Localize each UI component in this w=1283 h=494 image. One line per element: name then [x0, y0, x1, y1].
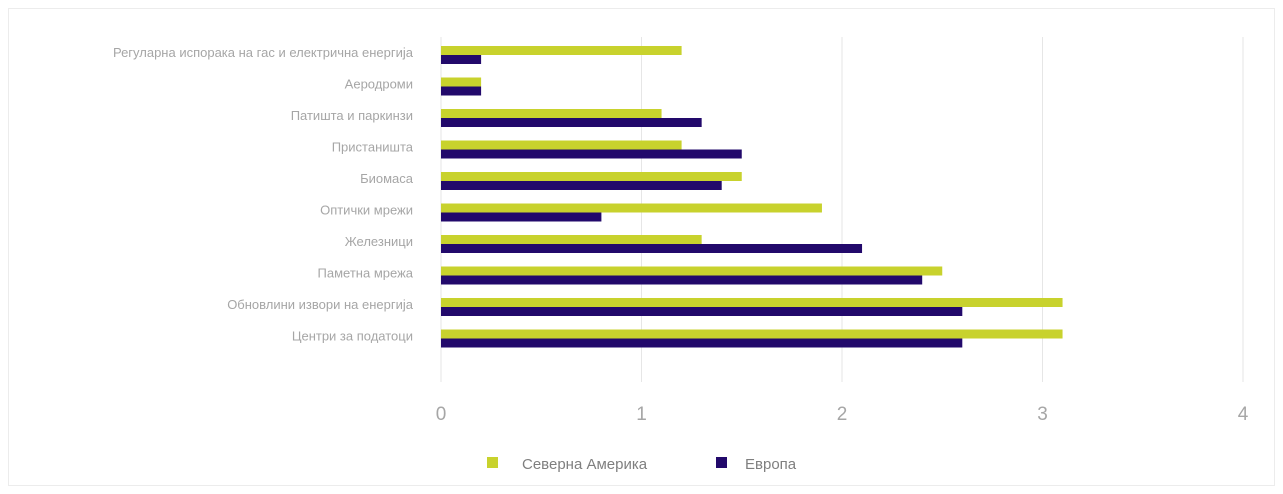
bar-europe-1 [441, 307, 963, 316]
legend-label-europe: Европа [745, 456, 797, 473]
bar-north-america-6 [441, 140, 682, 150]
bars [441, 46, 1063, 348]
category-label: Паметна мрежа [318, 266, 414, 281]
bar-north-america-1 [441, 298, 1063, 307]
bar-europe-8 [441, 86, 482, 96]
gridlines [440, 37, 1244, 382]
chart-frame [8, 8, 1275, 486]
legend-label-north-america: Северна Америка [522, 456, 648, 473]
bar-europe-9 [441, 55, 482, 64]
bar-europe-2 [441, 275, 923, 285]
x-axis-ticks: 0 1 2 3 4 [436, 404, 1249, 425]
x-tick-label: 3 [1037, 404, 1048, 425]
category-label: Пристаништа [332, 140, 414, 155]
x-tick-label: 0 [436, 404, 447, 425]
category-labels: Центри за податоци Обновлини извори на ен… [113, 45, 414, 344]
bar-europe-7 [441, 118, 702, 127]
category-label: Железници [345, 234, 413, 249]
category-label: Обновлини извори на енергија [227, 297, 414, 312]
category-label: Регуларна испорака на гас и електрична е… [113, 45, 414, 60]
legend-swatch-europe [716, 457, 727, 468]
bar-north-america-8 [441, 77, 482, 87]
category-label: Аеродроми [345, 77, 413, 92]
bar-north-america-2 [441, 266, 943, 276]
bar-europe-3 [441, 244, 863, 253]
bar-north-america-7 [441, 109, 662, 118]
bar-north-america-0 [441, 329, 1063, 339]
bar-north-america-4 [441, 203, 822, 213]
x-tick-label: 2 [837, 404, 848, 425]
category-label: Центри за податоци [292, 329, 413, 344]
category-label: Биомаса [360, 171, 414, 186]
legend: Северна Америка Европа [487, 456, 797, 473]
category-label: Оптички мрежи [320, 203, 413, 218]
bar-north-america-5 [441, 172, 742, 181]
bar-north-america-3 [441, 235, 702, 244]
category-label: Патишта и паркинзи [291, 108, 413, 123]
bar-europe-0 [441, 338, 963, 348]
legend-swatch-north-america [487, 457, 498, 468]
bar-europe-5 [441, 181, 722, 190]
x-tick-label: 4 [1238, 404, 1249, 425]
bar-north-america-9 [441, 46, 682, 55]
bar-europe-4 [441, 212, 602, 222]
x-tick-label: 1 [636, 404, 647, 425]
bar-europe-6 [441, 149, 742, 159]
